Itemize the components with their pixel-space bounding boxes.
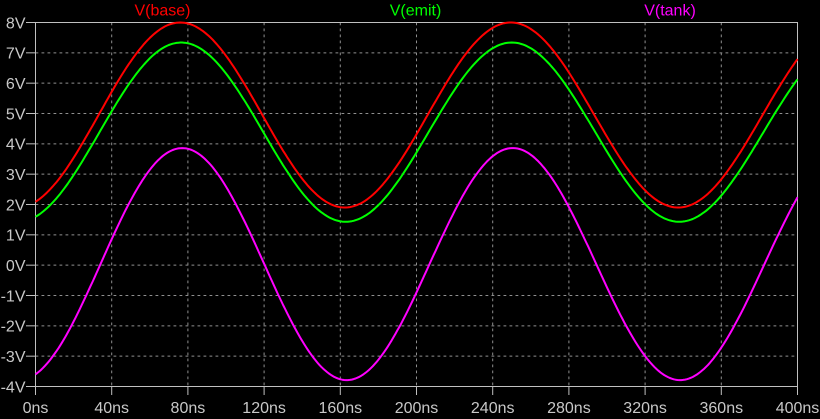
svg-text:V(tank): V(tank) <box>644 3 696 20</box>
svg-text:-3V: -3V <box>1 349 26 366</box>
svg-text:200ns: 200ns <box>395 400 439 417</box>
svg-text:40ns: 40ns <box>94 400 129 417</box>
svg-text:360ns: 360ns <box>700 400 744 417</box>
svg-text:80ns: 80ns <box>171 400 206 417</box>
svg-text:160ns: 160ns <box>319 400 363 417</box>
svg-text:8V: 8V <box>6 15 26 32</box>
svg-text:6V: 6V <box>6 76 26 93</box>
svg-text:V(base): V(base) <box>134 3 190 20</box>
svg-text:V(emit): V(emit) <box>390 3 442 20</box>
svg-text:-2V: -2V <box>1 319 26 336</box>
svg-text:2V: 2V <box>6 197 26 214</box>
svg-text:7V: 7V <box>6 46 26 63</box>
svg-text:3V: 3V <box>6 167 26 184</box>
svg-text:0V: 0V <box>6 258 26 275</box>
svg-text:240ns: 240ns <box>471 400 515 417</box>
svg-text:5V: 5V <box>6 106 26 123</box>
svg-text:400ns: 400ns <box>776 400 820 417</box>
svg-text:0ns: 0ns <box>23 400 49 417</box>
svg-text:320ns: 320ns <box>623 400 667 417</box>
svg-text:-1V: -1V <box>1 288 26 305</box>
svg-text:-4V: -4V <box>1 379 26 396</box>
svg-text:120ns: 120ns <box>242 400 286 417</box>
svg-text:280ns: 280ns <box>547 400 591 417</box>
svg-text:1V: 1V <box>6 228 26 245</box>
svg-text:4V: 4V <box>6 137 26 154</box>
